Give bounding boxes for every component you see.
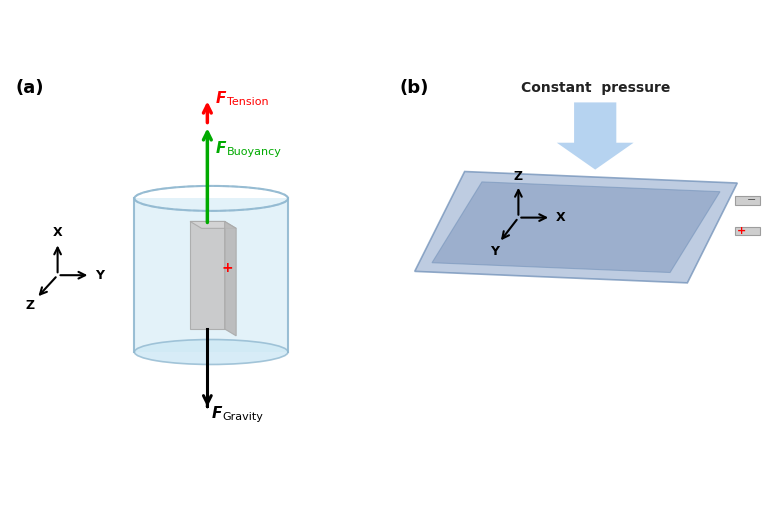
Polygon shape: [432, 182, 720, 272]
Bar: [190, 221, 225, 329]
Text: Gravity: Gravity: [223, 412, 263, 421]
Polygon shape: [190, 221, 237, 228]
Ellipse shape: [134, 339, 288, 365]
Polygon shape: [225, 221, 237, 336]
Text: X: X: [556, 211, 565, 224]
Text: F: F: [216, 141, 227, 156]
Text: (b): (b): [399, 79, 429, 97]
Polygon shape: [415, 172, 737, 283]
Text: +: +: [221, 261, 233, 275]
Text: Y: Y: [95, 269, 104, 282]
Text: +: +: [737, 226, 746, 236]
Text: Y: Y: [490, 245, 499, 258]
Text: (a): (a): [15, 79, 44, 97]
Text: Tension: Tension: [227, 97, 268, 106]
Text: F: F: [212, 406, 223, 421]
Text: F: F: [216, 91, 227, 106]
Text: X: X: [53, 226, 62, 240]
Text: Buoyancy: Buoyancy: [227, 146, 281, 157]
Polygon shape: [557, 102, 634, 169]
Text: −: −: [747, 195, 756, 205]
Bar: [134, 198, 288, 352]
Text: Constant  pressure: Constant pressure: [521, 81, 670, 95]
Text: Z: Z: [514, 170, 523, 183]
Text: Z: Z: [25, 298, 35, 312]
Bar: [736, 196, 760, 204]
Bar: [736, 227, 760, 235]
